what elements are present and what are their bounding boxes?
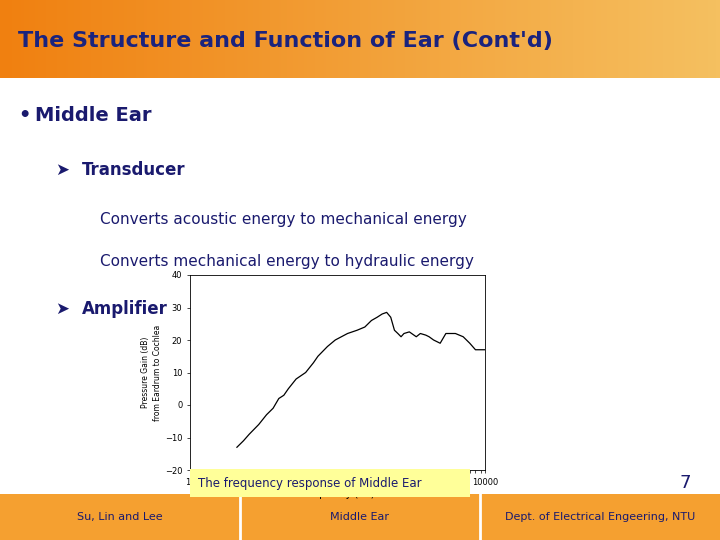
Text: The frequency response of Middle Ear: The frequency response of Middle Ear <box>199 476 422 489</box>
Text: Su, Lin and Lee: Su, Lin and Lee <box>77 512 163 522</box>
Text: Transducer: Transducer <box>82 161 186 179</box>
FancyBboxPatch shape <box>0 494 720 540</box>
Text: Converts mechanical energy to hydraulic energy: Converts mechanical energy to hydraulic … <box>100 254 474 269</box>
Text: ➤: ➤ <box>55 300 69 318</box>
Text: 7: 7 <box>680 474 691 492</box>
Text: Converts acoustic energy to mechanical energy: Converts acoustic energy to mechanical e… <box>100 212 467 227</box>
Text: The Structure and Function of Ear (Cont'd): The Structure and Function of Ear (Cont'… <box>18 31 553 51</box>
Text: Amplifier: Amplifier <box>82 300 168 318</box>
Y-axis label: Pressure Gain (dB)
from Eardrum to Cochlea: Pressure Gain (dB) from Eardrum to Cochl… <box>141 325 162 421</box>
X-axis label: Frequency (Hz): Frequency (Hz) <box>301 489 374 500</box>
Text: Dept. of Electrical Engeering, NTU: Dept. of Electrical Engeering, NTU <box>505 512 695 522</box>
Text: Middle Ear: Middle Ear <box>330 512 390 522</box>
Text: Middle Ear: Middle Ear <box>35 106 151 125</box>
Text: ➤: ➤ <box>55 161 69 179</box>
Text: •: • <box>18 106 30 125</box>
FancyBboxPatch shape <box>190 469 470 497</box>
